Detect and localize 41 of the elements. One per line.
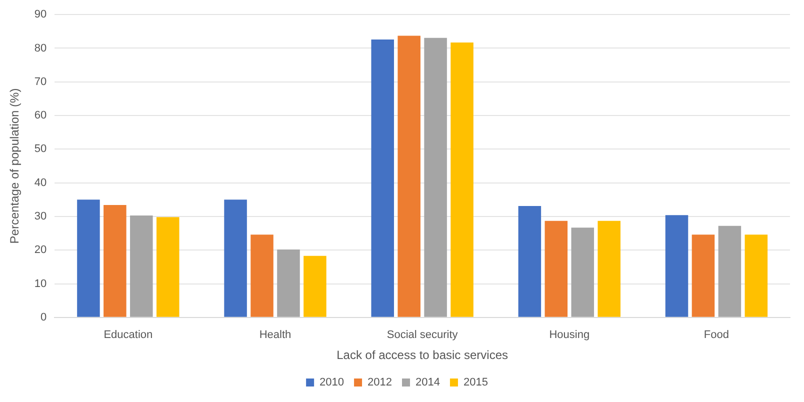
x-axis-title: Lack of access to basic services bbox=[336, 348, 508, 362]
bar bbox=[398, 36, 420, 317]
bar bbox=[692, 234, 715, 317]
y-tick-label: 90 bbox=[34, 8, 47, 21]
bar bbox=[744, 234, 768, 317]
y-tick-label: 30 bbox=[34, 210, 47, 222]
y-tick-label: 40 bbox=[34, 176, 47, 189]
bar bbox=[424, 38, 447, 317]
bar bbox=[371, 39, 394, 317]
legend-label: 2012 bbox=[368, 376, 392, 389]
y-tick-label: 0 bbox=[40, 311, 47, 324]
x-tick-label: Food bbox=[704, 329, 730, 342]
bar bbox=[518, 206, 542, 317]
legend-label: 2014 bbox=[416, 376, 440, 389]
bar bbox=[450, 42, 474, 317]
x-tick-label: Health bbox=[259, 329, 292, 342]
x-tick-label: Social security bbox=[386, 329, 458, 342]
y-tick-label: 20 bbox=[34, 244, 47, 256]
bar bbox=[250, 234, 274, 317]
bar bbox=[598, 220, 620, 317]
bar bbox=[156, 217, 180, 317]
y-tick-label: 50 bbox=[34, 143, 47, 156]
y-axis-title: Percentage of population (%) bbox=[8, 88, 22, 244]
y-tick-label: 10 bbox=[34, 278, 47, 290]
bar bbox=[104, 205, 126, 317]
bar bbox=[130, 215, 153, 317]
y-tick-label: 60 bbox=[34, 110, 47, 122]
y-tick-label: 70 bbox=[34, 76, 47, 88]
bar bbox=[304, 256, 326, 317]
bar bbox=[277, 249, 300, 317]
bar bbox=[665, 215, 688, 317]
bar bbox=[718, 226, 742, 317]
legend-label: 2010 bbox=[320, 376, 344, 389]
bar bbox=[224, 200, 247, 317]
x-tick-label: Housing bbox=[549, 329, 590, 342]
y-tick-label: 80 bbox=[34, 42, 47, 54]
legend-label: 2015 bbox=[463, 376, 488, 389]
bar bbox=[571, 228, 594, 317]
bar bbox=[77, 200, 100, 317]
bar bbox=[544, 220, 568, 317]
x-tick-label: Education bbox=[104, 329, 153, 342]
